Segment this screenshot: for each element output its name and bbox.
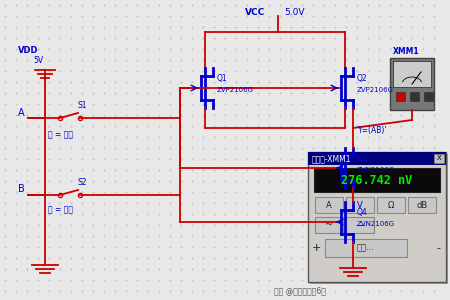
FancyBboxPatch shape: [434, 154, 444, 163]
Text: X: X: [436, 155, 441, 161]
Text: —: —: [355, 220, 365, 230]
Text: 设置...: 设置...: [357, 244, 375, 253]
Text: +: +: [311, 243, 321, 253]
FancyBboxPatch shape: [314, 168, 440, 192]
Text: Q1: Q1: [217, 74, 228, 82]
Text: S1: S1: [78, 101, 87, 110]
Text: ZVP2106G: ZVP2106G: [357, 87, 394, 93]
Text: 键 = 空格: 键 = 空格: [48, 205, 73, 214]
FancyBboxPatch shape: [308, 152, 446, 165]
Text: A: A: [326, 200, 332, 209]
Text: S2: S2: [78, 178, 87, 187]
Text: ZVN2106G: ZVN2106G: [357, 221, 395, 227]
Text: 键 = 空格: 键 = 空格: [48, 130, 73, 139]
FancyBboxPatch shape: [346, 197, 374, 213]
FancyBboxPatch shape: [410, 92, 419, 101]
Text: -: -: [436, 243, 440, 253]
FancyBboxPatch shape: [396, 92, 405, 101]
FancyBboxPatch shape: [308, 152, 446, 282]
FancyBboxPatch shape: [310, 154, 448, 284]
Text: VCC: VCC: [245, 8, 265, 17]
Text: Ω: Ω: [388, 200, 394, 209]
Text: VDD: VDD: [18, 46, 39, 55]
FancyBboxPatch shape: [390, 58, 434, 110]
FancyBboxPatch shape: [424, 92, 433, 101]
FancyBboxPatch shape: [377, 197, 405, 213]
Text: dB: dB: [416, 200, 427, 209]
Text: 5.0V: 5.0V: [285, 8, 305, 17]
FancyBboxPatch shape: [315, 197, 343, 213]
FancyBboxPatch shape: [325, 239, 407, 257]
Text: ZVP2106G: ZVP2106G: [217, 87, 254, 93]
Text: Q3: Q3: [357, 154, 368, 163]
Text: XMM1: XMM1: [393, 47, 419, 56]
FancyBboxPatch shape: [393, 61, 431, 87]
Text: Q2: Q2: [357, 74, 368, 82]
Text: 5V: 5V: [33, 56, 43, 65]
Text: B: B: [18, 184, 25, 194]
Text: 头条 @风口上的耉6子: 头条 @风口上的耉6子: [274, 286, 326, 296]
Text: 万用表-XMM1: 万用表-XMM1: [312, 154, 351, 163]
FancyBboxPatch shape: [315, 217, 343, 233]
Text: Q4: Q4: [357, 208, 368, 217]
Text: V: V: [357, 200, 363, 209]
Text: A: A: [18, 108, 25, 118]
Text: ZVN2106G: ZVN2106G: [357, 167, 395, 173]
FancyBboxPatch shape: [408, 197, 436, 213]
Text: ~: ~: [325, 220, 333, 230]
Text: 276.742 nV: 276.742 nV: [342, 175, 413, 188]
Text: Y=(AB)': Y=(AB)': [358, 126, 387, 135]
FancyBboxPatch shape: [346, 217, 374, 233]
